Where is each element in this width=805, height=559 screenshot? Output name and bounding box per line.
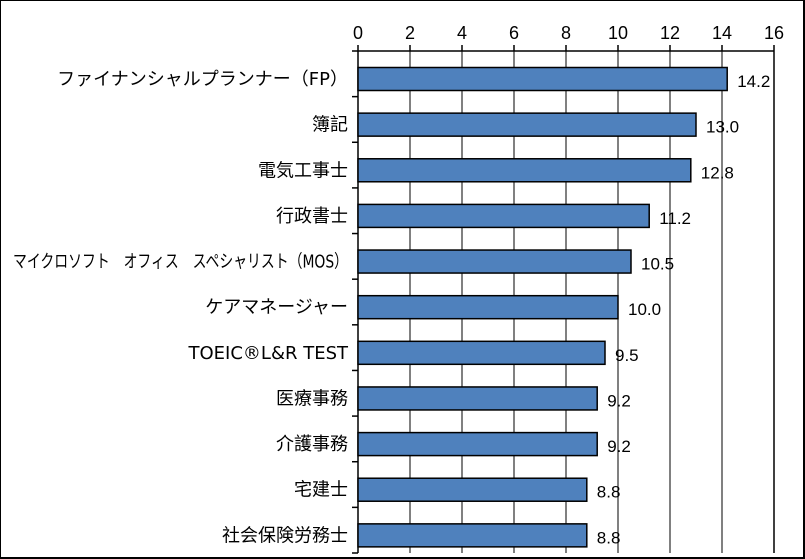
- bar: [357, 386, 598, 411]
- bar: [357, 431, 598, 457]
- x-tick-label: 12: [660, 23, 680, 43]
- bar: [357, 340, 606, 366]
- category-label: 行政書士: [276, 206, 348, 227]
- category-label: 医療事務: [276, 388, 348, 409]
- x-tick-label: 2: [405, 23, 415, 43]
- category-label: 宅建士: [294, 480, 348, 501]
- value-label: 9.2: [607, 391, 631, 410]
- x-tick-label: 8: [561, 23, 571, 43]
- bar: [357, 158, 692, 183]
- category-label: TOEIC®L&R TEST: [188, 343, 350, 364]
- x-tick-label: 0: [353, 23, 363, 43]
- category-label: ファイナンシャルプランナー（FP）: [57, 69, 348, 90]
- value-label: 10.5: [641, 255, 674, 274]
- bar: [357, 294, 619, 320]
- bar: [357, 203, 650, 229]
- value-label: 12.8: [701, 163, 734, 182]
- bar: [357, 477, 588, 502]
- x-tick-label: 4: [457, 23, 467, 43]
- x-tick-label: 16: [764, 23, 784, 43]
- x-tick-label: 14: [712, 23, 732, 43]
- value-label: 9.2: [607, 437, 631, 456]
- x-tick-label: 10: [608, 23, 628, 43]
- value-label: 13.0: [706, 118, 739, 137]
- value-label: 9.5: [615, 346, 639, 365]
- value-label: 8.8: [597, 483, 621, 502]
- category-label: マイクロソフト オフィス スペシャリスト（MOS）: [13, 252, 348, 273]
- value-label: 11.2: [659, 209, 691, 228]
- value-label: 14.2: [737, 72, 770, 91]
- category-label: 簿記: [312, 115, 348, 136]
- category-label: ケアマネージャー: [205, 297, 348, 318]
- value-label: 10.0: [628, 300, 661, 319]
- bar: [357, 66, 728, 92]
- bar: [357, 249, 632, 274]
- category-label: 電気工事士: [258, 160, 348, 181]
- value-label: 8.8: [597, 528, 621, 547]
- bar: [357, 112, 697, 137]
- category-label: 社会保険労務士: [222, 525, 348, 546]
- x-tick-label: 6: [509, 23, 519, 43]
- bar: [357, 523, 588, 548]
- category-label: 介護事務: [276, 434, 348, 455]
